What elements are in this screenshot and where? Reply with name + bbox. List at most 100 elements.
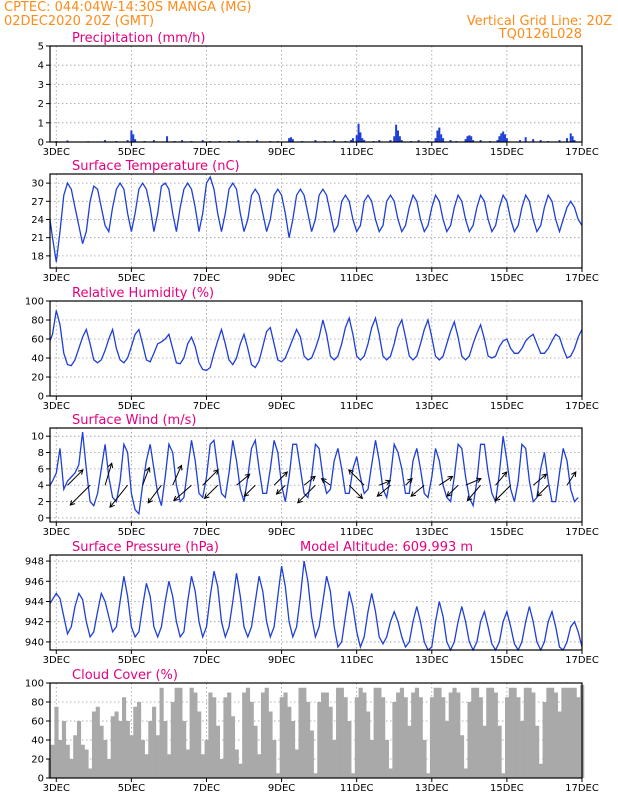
precipitation-bar: [539, 140, 542, 142]
cloud-column: [505, 697, 510, 778]
precipitation-bar: [532, 139, 535, 142]
precipitation-bar: [436, 130, 439, 142]
humidity-xtick-label: 3DEC: [43, 401, 70, 412]
wind-vector-head: [571, 471, 577, 478]
precipitation-bar: [359, 132, 362, 142]
cloud-column: [95, 706, 100, 778]
wind-title: Surface Wind (m/s): [72, 413, 196, 428]
cloud-column: [219, 759, 224, 778]
cloud-column: [106, 759, 112, 778]
humidity-ytick-label: 0: [38, 392, 44, 403]
cloud-column: [508, 687, 513, 778]
wind-vector-head: [297, 497, 303, 504]
cloud-column: [339, 687, 344, 778]
precipitation-bar: [519, 140, 522, 142]
precipitation-bar: [132, 134, 135, 142]
cloud-column: [212, 697, 217, 778]
cloud-column: [114, 711, 119, 778]
cloud-column: [125, 721, 130, 778]
temperature-ytick-label: 21: [31, 233, 44, 244]
wind-vector: [495, 471, 508, 486]
cloud-column: [155, 735, 160, 778]
cloud-column: [516, 697, 521, 778]
precipitation-bar: [442, 138, 445, 142]
cloud-column: [561, 687, 566, 778]
precipitation-bar: [479, 140, 482, 142]
wind-vector-head: [446, 491, 453, 497]
cloud-column: [347, 721, 352, 778]
pressure-title: Surface Pressure (hPa): [72, 540, 219, 555]
precipitation-bar: [468, 135, 471, 142]
wind-vector-head: [107, 462, 114, 469]
cloud-column: [459, 735, 465, 778]
wind-vector: [410, 484, 425, 497]
cloud-column: [200, 754, 205, 778]
precipitation-xtick-label: 11DEC: [340, 147, 374, 158]
wind-vector: [494, 484, 512, 501]
cloud-column: [384, 740, 390, 778]
precipitation-bar: [417, 140, 420, 142]
wind-ytick-label: 2: [38, 497, 44, 508]
humidity-xtick-label: 13DEC: [415, 401, 449, 412]
wind-vector: [532, 473, 547, 486]
temperature-xtick-label: 11DEC: [340, 273, 374, 284]
cloud-column: [553, 692, 558, 778]
cloud-column: [223, 697, 228, 778]
precipitation-bar: [496, 140, 499, 142]
cloud-column: [328, 706, 333, 778]
cloud-column: [373, 687, 378, 778]
cloud-column: [294, 749, 299, 778]
wind-vector-head: [244, 473, 251, 480]
temperature-xtick-label: 5DEC: [118, 273, 145, 284]
cloud-column: [426, 773, 431, 778]
cloud-column: [159, 687, 164, 778]
precipitation-xtick-label: 3DEC: [43, 147, 70, 158]
cloud-column: [490, 687, 495, 778]
cloud-column: [557, 711, 562, 778]
cloud-column: [366, 711, 371, 778]
temperature-xtick-label: 9DEC: [268, 273, 295, 284]
cloud-column: [568, 687, 574, 778]
wind-vector: [104, 463, 113, 486]
precipitation-bar: [558, 140, 561, 142]
cloud-column: [381, 697, 386, 778]
cloud-column: [452, 687, 457, 778]
cloud-frame: [49, 682, 583, 779]
cloud-column: [88, 768, 93, 778]
cloud-column: [302, 687, 307, 778]
humidity-ytick-label: 40: [31, 354, 44, 365]
cloud-column: [317, 702, 322, 778]
pressure-xtick-label: 7DEC: [193, 655, 220, 666]
precipitation-bar: [400, 140, 403, 142]
precipitation-bar: [134, 139, 137, 142]
wind-ytick-label: 10: [31, 432, 44, 443]
cloud-column: [501, 773, 506, 778]
cloud-column: [520, 721, 525, 778]
wind-vector-head: [357, 493, 364, 500]
wind-ytick-label: 6: [38, 464, 44, 475]
precipitation-bar: [434, 138, 437, 142]
precipitation-bar: [571, 136, 574, 142]
cloud-column: [433, 687, 438, 778]
cloud-xtick-label: 17DEC: [565, 783, 599, 794]
cloud-column: [178, 687, 183, 778]
cloud-column: [242, 692, 247, 778]
precipitation-bar: [357, 123, 360, 142]
cloud-column: [58, 740, 63, 778]
pressure-xtick-label: 3DEC: [43, 655, 70, 666]
precipitation-xtick-label: 15DEC: [490, 147, 524, 158]
humidity-xtick-label: 7DEC: [193, 401, 220, 412]
cloud-column: [76, 721, 82, 778]
temperature-ytick-label: 24: [31, 215, 44, 226]
precipitation-bar: [66, 140, 69, 142]
cloud-xtick-label: 15DEC: [490, 783, 524, 794]
cloud-ytick-label: 80: [31, 698, 44, 709]
humidity-xtick-label: 11DEC: [340, 401, 374, 412]
cloud-column: [227, 692, 232, 778]
cloud-column: [535, 725, 540, 778]
precipitation-bar: [573, 140, 576, 142]
wind-vector: [446, 484, 459, 497]
wind-vector-head: [466, 495, 473, 502]
pressure-xtick-label: 17DEC: [565, 655, 599, 666]
temperature-ytick-label: 27: [31, 197, 44, 208]
